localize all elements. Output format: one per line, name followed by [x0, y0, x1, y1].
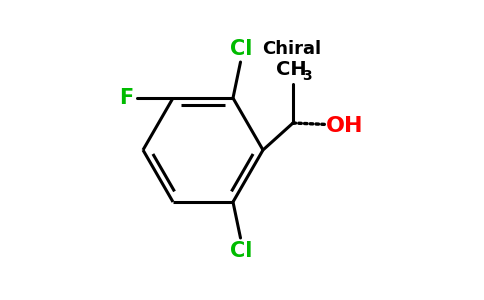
Text: CH: CH	[276, 60, 307, 80]
Text: 3: 3	[302, 70, 312, 83]
Text: Cl: Cl	[230, 242, 252, 262]
Text: Chiral: Chiral	[262, 40, 321, 58]
Text: F: F	[120, 88, 134, 108]
Text: Cl: Cl	[230, 38, 252, 58]
Text: OH: OH	[326, 116, 363, 136]
